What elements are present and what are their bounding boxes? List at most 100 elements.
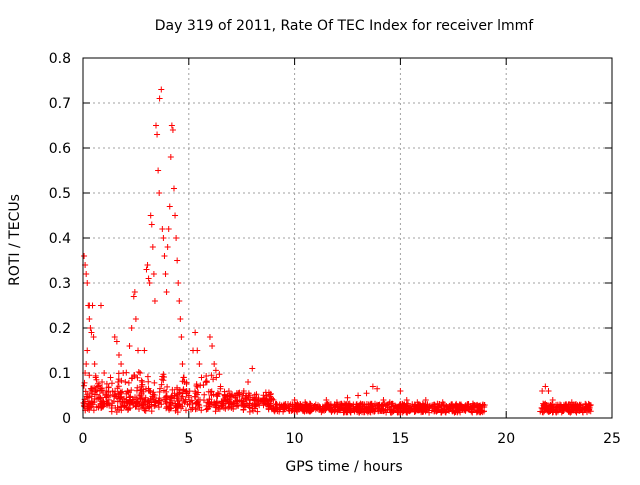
- data-point: [395, 409, 402, 416]
- grid-layer: [83, 58, 612, 418]
- data-point: [214, 390, 221, 397]
- data-point: [146, 280, 153, 286]
- data-point: [104, 402, 111, 409]
- data-point: [473, 409, 480, 416]
- data-point: [380, 407, 387, 414]
- data-point: [116, 406, 123, 413]
- data-point: [96, 388, 103, 394]
- data-point: [302, 399, 309, 406]
- data-point: [459, 406, 466, 413]
- data-point: [556, 403, 563, 410]
- data-point: [134, 384, 141, 391]
- data-point: [235, 402, 242, 409]
- data-point: [87, 325, 94, 331]
- data-point: [147, 212, 154, 219]
- data-point: [93, 396, 100, 403]
- data-point: [182, 396, 189, 403]
- data-point: [341, 403, 348, 410]
- data-point: [109, 388, 116, 395]
- data-point: [411, 403, 418, 410]
- data-point: [220, 404, 227, 411]
- data-point: [416, 407, 423, 414]
- data-point: [155, 397, 162, 404]
- data-point: [363, 400, 370, 407]
- data-point: [310, 404, 317, 411]
- data-point: [310, 405, 317, 412]
- data-point: [97, 302, 104, 309]
- data-point: [263, 396, 270, 403]
- data-point: [128, 387, 135, 394]
- data-point: [270, 407, 277, 414]
- data-point: [149, 244, 156, 250]
- data-point: [126, 343, 133, 349]
- data-point: [241, 402, 248, 409]
- data-point: [172, 402, 179, 409]
- data-point: [234, 397, 241, 403]
- data-point: [103, 388, 110, 394]
- chart-title: Day 319 of 2011, Rate Of TEC Index for r…: [155, 18, 535, 34]
- data-point: [374, 385, 381, 392]
- data-point: [95, 404, 102, 411]
- data-point: [166, 203, 173, 210]
- data-point: [213, 400, 220, 407]
- data-point: [245, 402, 252, 409]
- data-point: [295, 404, 302, 411]
- data-point: [434, 400, 441, 407]
- plot-frame: [82, 57, 613, 419]
- data-point: [83, 271, 90, 277]
- data-point: [124, 388, 131, 394]
- data-point: [312, 401, 319, 408]
- data-point: [414, 399, 421, 406]
- data-point: [152, 402, 159, 409]
- y-tick-label: 0.3: [49, 276, 71, 292]
- data-point: [167, 394, 174, 401]
- data-point: [316, 403, 323, 410]
- data-point: [303, 402, 310, 409]
- data-point: [281, 401, 288, 408]
- data-point: [145, 378, 152, 385]
- data-point: [217, 383, 224, 390]
- data-point: [552, 409, 559, 416]
- data-point: [160, 377, 167, 384]
- data-point: [355, 405, 362, 412]
- data-point: [163, 393, 170, 400]
- data-point: [209, 343, 216, 349]
- data-point: [85, 401, 92, 408]
- data-point: [386, 399, 393, 406]
- data-point: [474, 403, 481, 410]
- data-point: [206, 403, 213, 410]
- data-point: [549, 397, 556, 403]
- data-point: [164, 244, 171, 250]
- data-point: [94, 383, 101, 390]
- data-point: [173, 235, 180, 241]
- data-point: [246, 408, 253, 415]
- data-point: [198, 374, 205, 381]
- data-point: [369, 383, 376, 390]
- y-tick-label: 0.1: [49, 366, 71, 382]
- data-point: [246, 402, 253, 409]
- data-point: [169, 127, 176, 133]
- data-point: [541, 401, 548, 408]
- data-point: [81, 253, 88, 259]
- data-point: [145, 387, 152, 394]
- data-point: [108, 380, 115, 387]
- x-tick-label: 0: [79, 431, 88, 447]
- data-point: [373, 401, 380, 408]
- data-point: [137, 370, 144, 376]
- data-point: [181, 379, 188, 385]
- data-point: [217, 402, 224, 409]
- y-tick-label: 0.5: [49, 186, 71, 202]
- data-point: [175, 396, 182, 403]
- data-point: [108, 404, 115, 411]
- data-point: [216, 371, 223, 378]
- data-point: [211, 361, 218, 367]
- data-point: [142, 394, 149, 401]
- data-point: [127, 404, 134, 411]
- data-point: [157, 385, 164, 392]
- data-point: [246, 396, 253, 403]
- x-tick-label: 10: [286, 431, 304, 447]
- data-point: [438, 402, 445, 409]
- data-point: [328, 405, 335, 412]
- data-point: [539, 388, 546, 394]
- data-point: [159, 226, 166, 232]
